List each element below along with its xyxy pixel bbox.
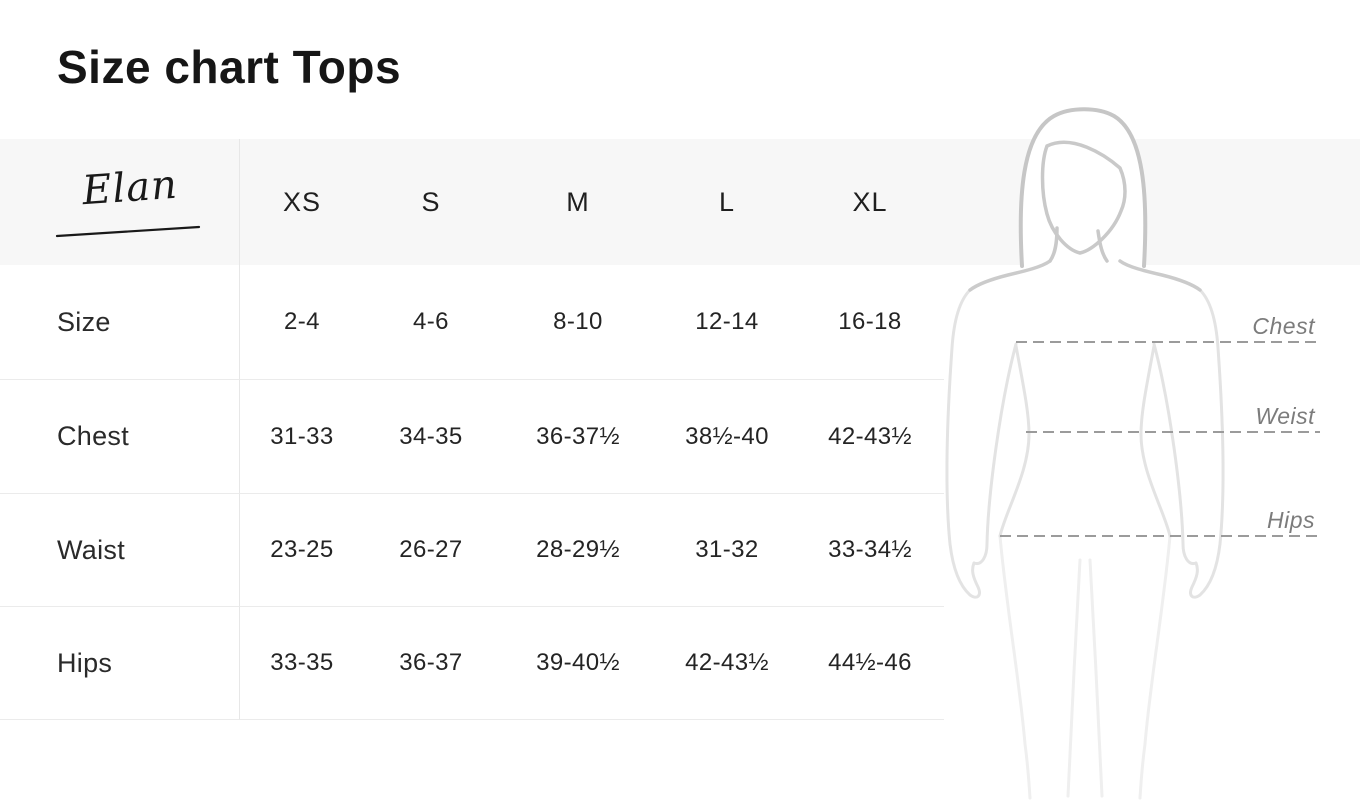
cell-chest-xs: 31-33 <box>240 380 364 494</box>
cell-size-m: 8-10 <box>498 265 658 380</box>
cell-size-xl: 16-18 <box>796 265 944 380</box>
hair-outline <box>1018 107 1148 268</box>
waist-measure-line <box>1026 431 1320 433</box>
cell-hips-xl: 44½-46 <box>796 607 944 720</box>
cell-waist-s: 26-27 <box>364 494 498 607</box>
row-label-chest: Chest <box>0 380 240 494</box>
col-header-xl: XL <box>852 186 888 217</box>
cell-hips-l: 42-43½ <box>658 607 796 720</box>
neck-outline <box>1048 226 1109 263</box>
cell-waist-m: 28-29½ <box>498 494 658 607</box>
face-outline <box>1040 140 1127 255</box>
cell-chest-l: 38½-40 <box>658 380 796 494</box>
logo-underline <box>55 225 201 238</box>
cell-hips-s: 36-37 <box>364 607 498 720</box>
shoulders-outline <box>968 259 1202 292</box>
col-header-l: L <box>718 186 736 217</box>
cell-hips-m: 39-40½ <box>498 607 658 720</box>
brand-logo-cell: Elan <box>0 139 240 265</box>
col-header-xs: XS <box>282 186 322 217</box>
arms-torso-outline <box>945 288 1225 599</box>
brand-logo-text: Elan <box>80 161 180 215</box>
hips-measure-line <box>1000 535 1320 537</box>
row-label-size: Size <box>0 265 240 380</box>
waist-measure-label: Weist <box>1255 403 1315 429</box>
cell-chest-m: 36-37½ <box>498 380 658 494</box>
page-title: Size chart Tops <box>57 41 402 93</box>
cell-waist-xl: 33-34½ <box>796 494 944 607</box>
row-label-waist: Waist <box>0 494 240 607</box>
chest-measure-line <box>1016 341 1320 343</box>
cell-chest-xl: 42-43½ <box>796 380 944 494</box>
cell-waist-l: 31-32 <box>658 494 796 607</box>
cell-chest-s: 34-35 <box>364 380 498 494</box>
cell-size-l: 12-14 <box>658 265 796 380</box>
cell-hips-xs: 33-35 <box>240 607 364 720</box>
brand-logo: Elan <box>55 162 203 239</box>
col-header-m: M <box>566 186 590 217</box>
female-body-outline-illustration <box>945 107 1225 800</box>
col-header-s: S <box>421 186 441 217</box>
hips-measure-label: Hips <box>1266 507 1315 533</box>
cell-size-s: 4-6 <box>364 265 498 380</box>
chest-measure-label: Chest <box>1252 313 1315 339</box>
cell-size-xs: 2-4 <box>240 265 364 380</box>
legs-outline <box>998 534 1172 800</box>
size-chart-table: Elan XS S M L XL Size 2-4 4-6 8-10 12-14… <box>0 139 944 720</box>
cell-waist-xs: 23-25 <box>240 494 364 607</box>
row-label-hips: Hips <box>0 607 240 720</box>
